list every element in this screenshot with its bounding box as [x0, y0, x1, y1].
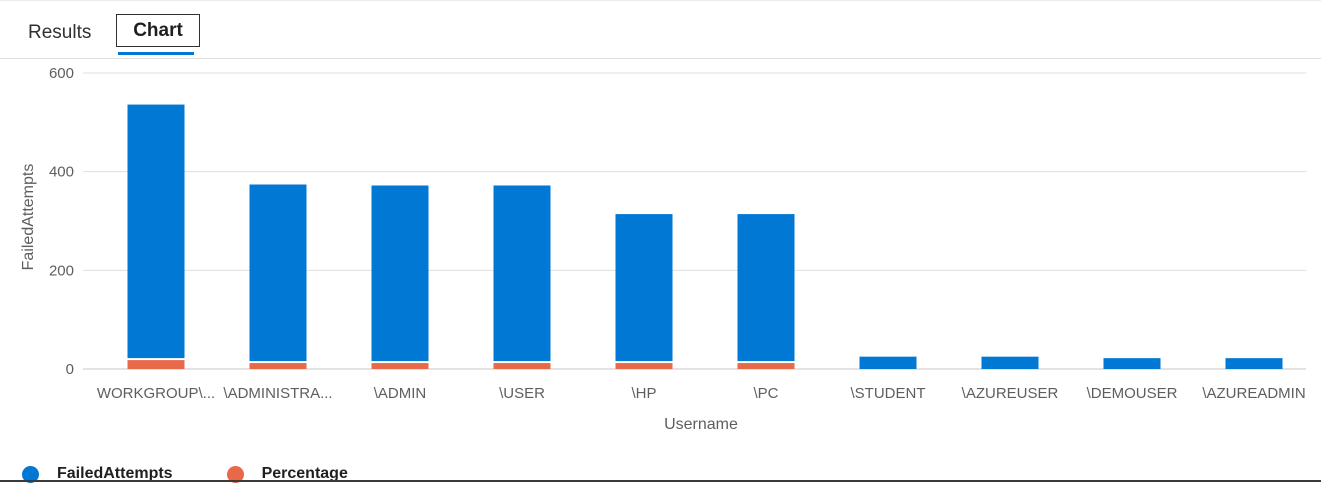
bottom-border: [0, 480, 1321, 482]
bar-failedattempts[interactable]: [1103, 358, 1161, 369]
view-tabs: Results Chart: [0, 0, 1321, 59]
legend-swatch-percentage: [226, 465, 244, 483]
x-tick-label: \AZUREADMIN: [1202, 385, 1305, 402]
top-border: [0, 0, 1321, 1]
x-tick-label: \ADMINISTRA...: [223, 385, 332, 402]
y-axis-title: FailedAttempts: [20, 164, 37, 271]
x-tick-label: \DEMOUSER: [1087, 385, 1178, 402]
bar-failedattempts[interactable]: [615, 214, 673, 362]
bar-failedattempts[interactable]: [1225, 358, 1283, 369]
x-tick-label: WORKGROUP\...: [97, 385, 215, 402]
bar-failedattempts[interactable]: [371, 185, 429, 362]
bar-failedattempts[interactable]: [493, 185, 551, 362]
axis-layer: 0 200 400 600 WORKGROUP\... \ADMINISTRA... \AD…: [49, 65, 1306, 402]
legend-item-failedattempts[interactable]: FailedAttempts: [22, 465, 173, 483]
x-tick-label: \STUDENT: [851, 385, 926, 402]
bar-percentage[interactable]: [249, 363, 307, 369]
x-tick-label: \PC: [753, 385, 778, 402]
legend-item-percentage[interactable]: Percentage: [226, 465, 348, 483]
bar-chart: 0 200 400 600 WORKGROUP\... \ADMINISTRA... \AD…: [20, 65, 1306, 433]
bar-percentage[interactable]: [737, 363, 795, 369]
bar-failedattempts[interactable]: [737, 214, 795, 362]
x-tick-label: \ADMIN: [374, 385, 427, 402]
legend-label-failedattempts: FailedAttempts: [57, 465, 173, 482]
bar-percentage[interactable]: [371, 363, 429, 369]
legend-label-percentage: Percentage: [261, 465, 348, 482]
bar-percentage[interactable]: [615, 363, 673, 369]
bar-failedattempts[interactable]: [859, 356, 917, 369]
y-tick-label: 0: [66, 361, 74, 378]
x-axis-title: Username: [664, 416, 738, 433]
x-tick-label: \HP: [631, 385, 656, 402]
bar-failedattempts[interactable]: [249, 184, 307, 362]
y-tick-label: 200: [49, 262, 74, 279]
active-tab-indicator: [118, 52, 194, 55]
bar-percentage[interactable]: [127, 360, 185, 369]
bar-failedattempts[interactable]: [127, 104, 185, 359]
x-tick-label: \USER: [499, 385, 545, 402]
tab-chart[interactable]: Chart: [116, 14, 200, 47]
tab-results[interactable]: Results: [28, 22, 92, 43]
legend-swatch-failedattempts: [22, 465, 39, 483]
y-tick-label: 400: [49, 164, 74, 181]
bars-layer: [127, 104, 1283, 369]
bar-failedattempts[interactable]: [981, 356, 1039, 369]
y-tick-label: 600: [49, 65, 74, 82]
chart-legend: FailedAttempts Percentage: [22, 462, 402, 486]
x-tick-label: \AZUREUSER: [962, 385, 1059, 402]
bar-percentage[interactable]: [493, 363, 551, 369]
